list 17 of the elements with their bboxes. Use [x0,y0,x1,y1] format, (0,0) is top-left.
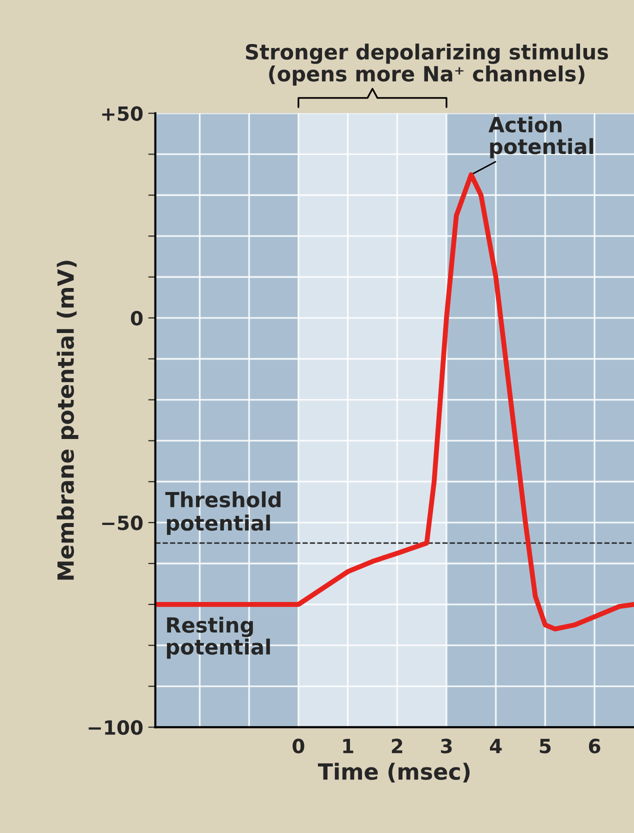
y-axis-title: Membrane potential (mV) [56,260,78,580]
x-tick-label: 6 [588,738,600,754]
ref-line-label: Threshold potential [165,491,280,535]
y-tick-label: −50 [102,516,143,530]
x-tick-label: 3 [441,738,452,754]
x-axis-title: Time (msec) [318,762,470,783]
x-tick-label: 1 [343,738,354,754]
x-tick-label: 0 [292,738,304,754]
y-tick-label: 0 [130,310,143,326]
y-tick-label: −100 [88,720,143,735]
x-tick-label: 4 [490,738,502,754]
annotation: Action potential [488,116,594,158]
annotation: Resting potential [166,616,270,659]
x-tick-label: 5 [540,738,551,754]
y-tick-label: +50 [102,106,143,121]
band-label: Stronger depolarizing stimulus (opens more Na⁺ channels) [246,44,608,86]
x-tick-label: 2 [392,738,402,754]
